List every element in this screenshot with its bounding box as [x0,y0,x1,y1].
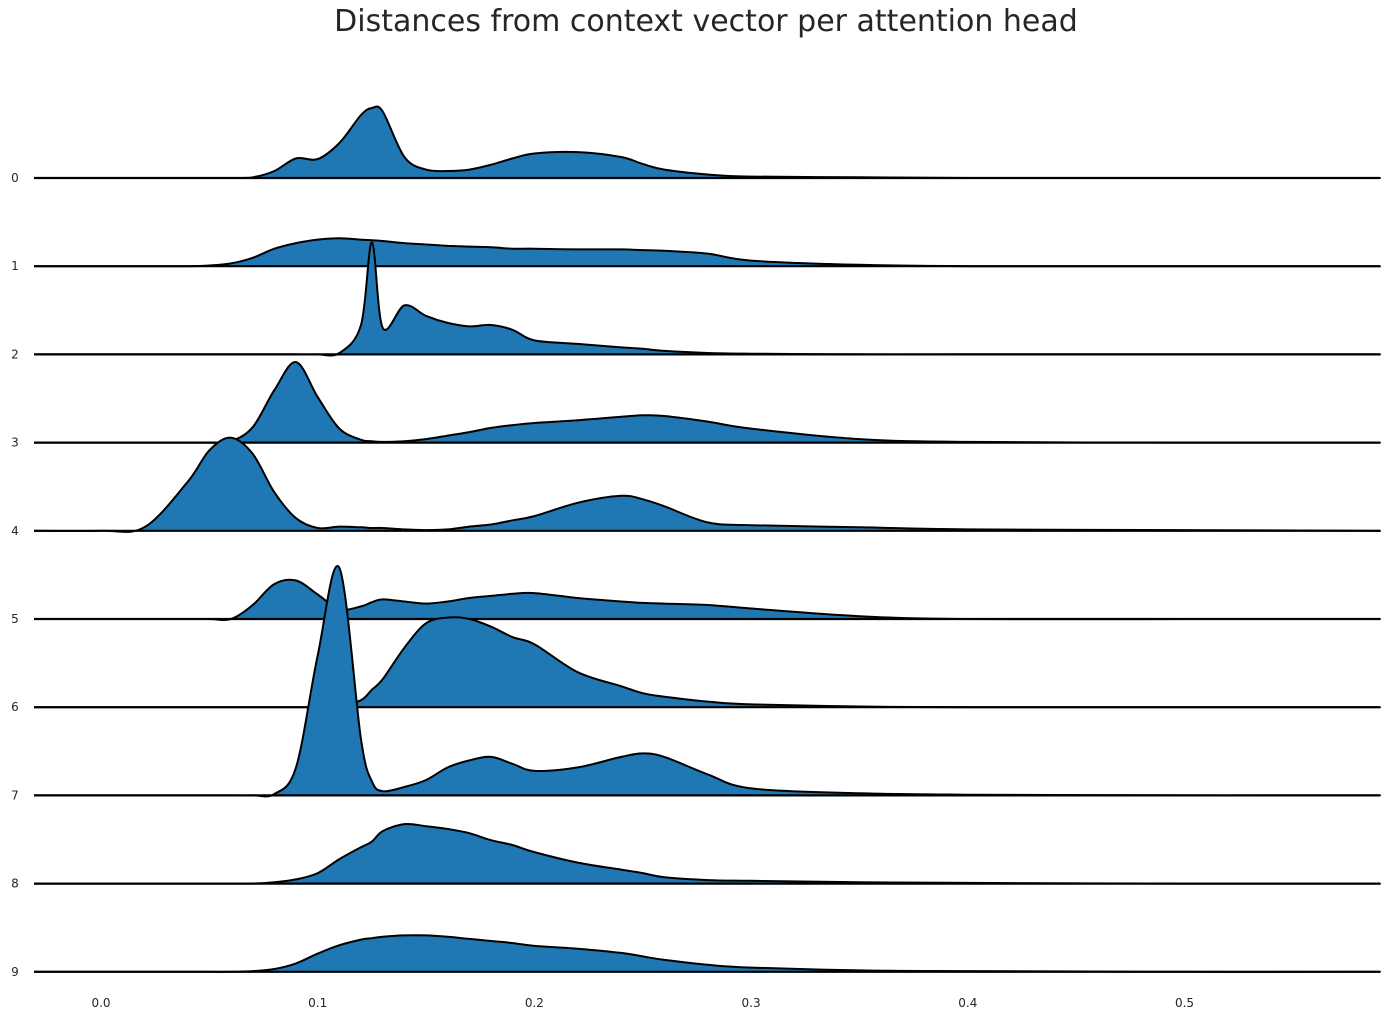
ridge-fill [34,242,1380,356]
ridge-9: 9 [11,934,1381,979]
x-tick-label: 0.4 [958,996,977,1010]
ridge-outline [33,565,1381,798]
ridge-outline [34,616,1381,709]
ridge-6: 6 [11,616,1381,714]
x-tick-label: 0.0 [91,996,110,1010]
x-tick-label: 0.1 [308,996,327,1010]
ridge-fill [34,566,1380,797]
ridge-7: 7 [11,565,1381,802]
ridge-fill [34,579,1380,621]
x-tick-label: 0.5 [1175,996,1194,1010]
x-tick-label: 0.3 [742,996,761,1010]
ridge-2: 2 [11,241,1381,361]
y-tick-label: 1 [11,259,19,273]
ridge-outline [33,361,1381,444]
ridge-1: 1 [11,237,1381,273]
y-tick-label: 8 [11,877,19,891]
chart-title: Distances from context vector per attent… [334,4,1078,39]
y-tick-label: 0 [11,171,19,185]
ridge-fill [34,106,1380,179]
ridge-outline [34,105,1381,180]
ridge-fill [34,437,1380,532]
ridge-fill [34,935,1380,972]
y-tick-label: 7 [11,788,19,802]
y-tick-label: 2 [11,347,19,361]
ridge-outline [34,578,1381,622]
y-tick-label: 4 [11,524,19,538]
ridge-5: 5 [11,578,1381,626]
ridge-4: 4 [11,436,1381,538]
ridge-fill [34,617,1380,708]
ridge-outline [33,822,1381,885]
y-tick-label: 6 [11,700,19,714]
ridge-outline [34,237,1381,268]
y-tick-label: 5 [11,612,19,626]
ridge-fill [34,362,1380,443]
y-tick-label: 3 [11,436,19,450]
ridge-8: 8 [11,822,1381,891]
ridge-outline [33,436,1381,533]
x-tick-label: 0.2 [525,996,544,1010]
ridge-3: 3 [11,361,1381,450]
ridge-0: 0 [11,105,1381,185]
y-tick-label: 9 [11,965,19,979]
ridge-fill [34,823,1380,884]
